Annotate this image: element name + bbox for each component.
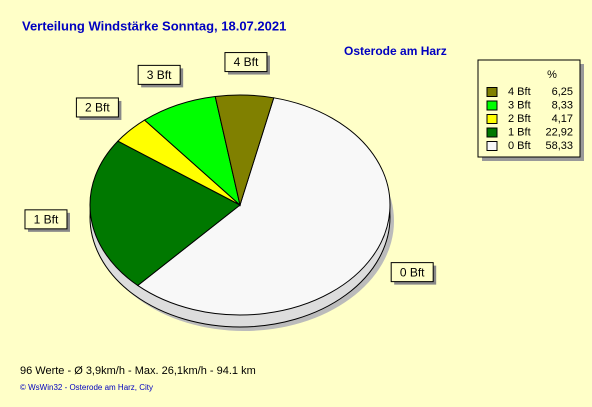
slice-label: 2 Bft <box>85 101 110 115</box>
legend-swatch <box>486 141 498 151</box>
legend-label: 3 Bft <box>508 99 531 111</box>
legend-label: 4 Bft <box>508 86 531 98</box>
pie-slice <box>136 97 391 316</box>
legend-value: 22,92 <box>545 126 573 138</box>
footer: 96 Werte - Ø 3,9km/h - Max. 26,1km/h - 9… <box>20 365 256 377</box>
legend-swatch <box>486 87 498 97</box>
chart-subtitle: Osterode am Harz <box>344 44 447 58</box>
legend-label: 0 Bft <box>508 140 531 152</box>
slice-label: 0 Bft <box>400 265 425 279</box>
legend-value: 4,17 <box>552 113 573 125</box>
legend-value: 58,33 <box>545 140 573 152</box>
chart-title: Verteilung Windstärke Sonntag, 18.07.202… <box>22 18 286 33</box>
pie-slice <box>89 140 241 287</box>
legend-swatch <box>486 100 498 111</box>
slice-label-box <box>390 262 434 283</box>
legend-label: 2 Bft <box>508 113 531 125</box>
slice-label: 3 Bft <box>147 68 172 82</box>
slice-label-box <box>137 64 181 85</box>
legend-label: 1 Bft <box>508 126 531 138</box>
credit: © WsWin32 - Osterode am Harz, City <box>20 383 153 392</box>
legend-value: 6,25 <box>552 86 573 98</box>
legend-value: 8,33 <box>552 99 573 111</box>
slice-label-box <box>224 52 268 73</box>
slice-label: 1 Bft <box>34 213 59 227</box>
slice-label: 4 Bft <box>234 55 259 69</box>
pie-slice <box>214 94 275 207</box>
legend-header: % <box>547 69 557 81</box>
slice-label-box <box>24 209 68 230</box>
legend-swatch <box>486 127 498 138</box>
slice-label-box <box>75 97 119 118</box>
legend-swatch <box>486 114 498 124</box>
